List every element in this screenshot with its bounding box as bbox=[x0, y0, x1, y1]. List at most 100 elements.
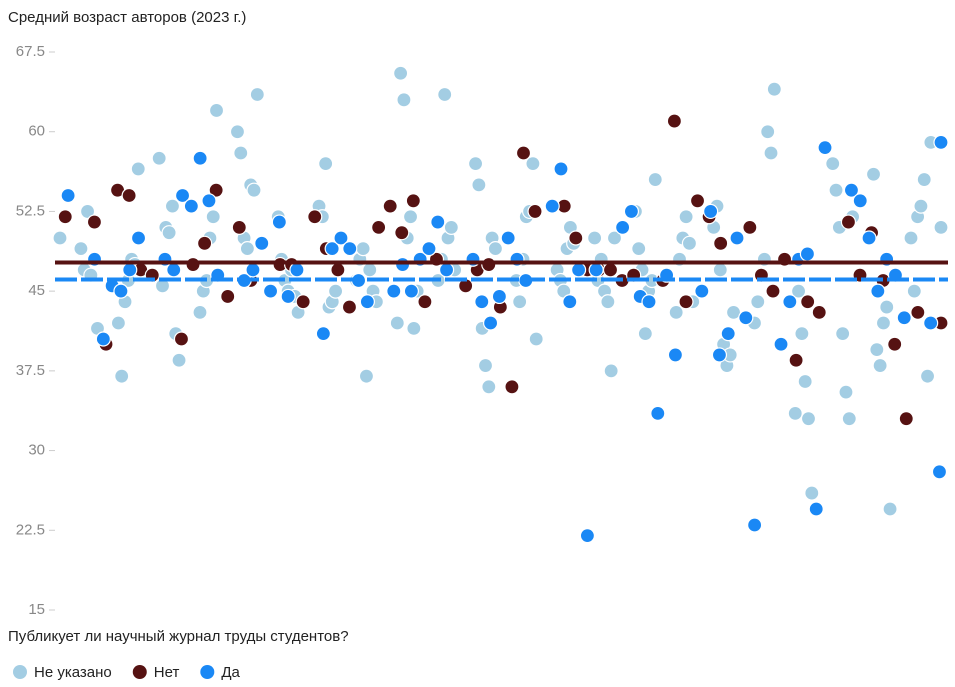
dot bbox=[60, 187, 76, 204]
dot bbox=[606, 230, 623, 246]
dot bbox=[811, 304, 827, 320]
dot bbox=[405, 193, 421, 209]
dot bbox=[879, 299, 895, 315]
dot bbox=[528, 331, 544, 347]
dot bbox=[666, 113, 682, 129]
dot bbox=[114, 368, 130, 384]
dot bbox=[406, 320, 422, 336]
dot bbox=[295, 294, 311, 310]
dot bbox=[711, 347, 728, 363]
dot bbox=[192, 150, 208, 166]
dot bbox=[544, 198, 560, 214]
dot bbox=[341, 299, 358, 315]
dot bbox=[637, 326, 653, 342]
dot bbox=[130, 161, 146, 177]
dot bbox=[289, 262, 305, 278]
dot bbox=[500, 230, 516, 246]
dot bbox=[641, 294, 657, 310]
dot bbox=[280, 288, 296, 305]
dot bbox=[192, 304, 208, 320]
dot bbox=[185, 256, 201, 273]
dot bbox=[896, 310, 912, 326]
dot bbox=[229, 124, 246, 140]
dot bbox=[804, 485, 820, 501]
y-tick-label: 22.5 bbox=[16, 521, 45, 538]
legend-marker[interactable] bbox=[132, 665, 147, 679]
dot bbox=[254, 235, 270, 251]
dot bbox=[327, 283, 344, 299]
dot bbox=[872, 357, 888, 374]
dot bbox=[307, 209, 323, 225]
dot bbox=[396, 92, 412, 108]
dot bbox=[220, 288, 236, 305]
dot bbox=[766, 81, 782, 97]
dot bbox=[394, 256, 411, 273]
dot bbox=[205, 209, 221, 225]
dot bbox=[386, 283, 402, 299]
dot bbox=[875, 315, 892, 331]
dot bbox=[712, 262, 728, 278]
dot bbox=[382, 198, 398, 214]
legend-marker[interactable] bbox=[13, 665, 27, 679]
legend-label[interactable]: Да bbox=[221, 664, 240, 681]
dot bbox=[130, 230, 147, 246]
dot bbox=[765, 283, 781, 299]
dot bbox=[742, 219, 758, 235]
dot bbox=[95, 331, 111, 347]
dot bbox=[870, 283, 886, 299]
dot bbox=[600, 294, 616, 310]
dot bbox=[808, 501, 824, 517]
y-tick-label: 30 bbox=[28, 442, 45, 459]
dot bbox=[57, 209, 73, 225]
y-tick-label: 60 bbox=[28, 123, 45, 140]
dot bbox=[615, 219, 631, 235]
dot bbox=[208, 102, 225, 119]
dot bbox=[73, 241, 89, 257]
dot bbox=[923, 315, 939, 331]
dot bbox=[843, 182, 860, 198]
legend-marker[interactable] bbox=[200, 665, 215, 679]
dot bbox=[443, 219, 459, 235]
dot bbox=[151, 150, 167, 166]
dot bbox=[512, 294, 528, 310]
dot bbox=[174, 187, 191, 204]
dot bbox=[681, 235, 698, 251]
dot bbox=[650, 405, 666, 421]
dot bbox=[835, 326, 851, 342]
dot bbox=[760, 124, 776, 140]
dot bbox=[403, 283, 419, 299]
dot bbox=[668, 304, 684, 320]
dot bbox=[474, 294, 490, 310]
dot bbox=[161, 225, 177, 241]
dot bbox=[906, 283, 922, 299]
dot bbox=[173, 331, 190, 347]
dot bbox=[467, 156, 484, 172]
dot bbox=[790, 283, 807, 299]
dot bbox=[887, 336, 903, 352]
dot bbox=[647, 171, 663, 188]
legend-label[interactable]: Не указано bbox=[34, 664, 112, 681]
dot bbox=[477, 357, 494, 374]
dot bbox=[747, 517, 763, 533]
dot bbox=[481, 256, 497, 273]
dot bbox=[113, 283, 129, 299]
legend-label[interactable]: Нет bbox=[154, 664, 180, 681]
dot bbox=[271, 214, 287, 230]
dot bbox=[437, 86, 453, 103]
dot bbox=[882, 501, 898, 517]
dot bbox=[231, 219, 247, 235]
dot bbox=[52, 230, 68, 246]
dot bbox=[852, 193, 868, 209]
dot bbox=[703, 203, 719, 220]
dot bbox=[487, 241, 504, 257]
dot bbox=[164, 198, 181, 214]
dot bbox=[491, 288, 507, 305]
dot bbox=[799, 246, 816, 262]
legend-title: Публикует ли научный журнал труды студен… bbox=[8, 628, 349, 645]
dot bbox=[438, 262, 455, 278]
dot bbox=[694, 283, 710, 299]
dot bbox=[318, 156, 334, 172]
dot bbox=[86, 214, 103, 230]
dot bbox=[208, 182, 224, 198]
